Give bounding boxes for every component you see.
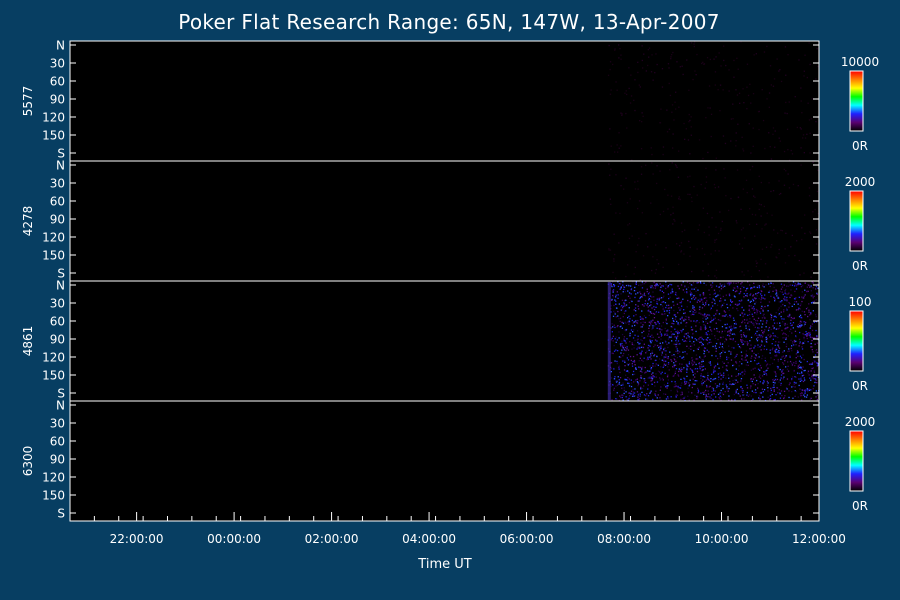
y-tick-label: 60 <box>50 75 65 89</box>
y-tick-label: 150 <box>42 129 65 143</box>
x-tick-label: 10:00:00 <box>695 532 749 546</box>
colorbar <box>849 310 864 372</box>
colorbar-min-label: 0R <box>852 499 868 513</box>
y-tick-label: N <box>56 39 65 53</box>
y-tick-label: 30 <box>50 417 65 431</box>
x-tick-label: 00:00:00 <box>207 532 261 546</box>
panel-6300: N 30 60 90 120 150 S 6300 2000 0R <box>21 399 875 522</box>
y-tick-label: 120 <box>42 471 65 485</box>
x-tick-label: 06:00:00 <box>500 532 554 546</box>
colorbar <box>849 70 864 132</box>
x-axis: 22:00:00 00:00:00 02:00:00 04:00:00 06:00:00… <box>93 512 846 546</box>
colorbar <box>849 190 864 252</box>
x-tick-label: 12:00:00 <box>792 532 846 546</box>
y-tick-label: 90 <box>50 333 65 347</box>
x-tick-label: 08:00:00 <box>597 532 651 546</box>
y-tick-label: 90 <box>50 93 65 107</box>
y-tick-label: 60 <box>50 435 65 449</box>
y-tick-label: 90 <box>50 453 65 467</box>
y-tick-label: 60 <box>50 315 65 329</box>
plot-area <box>70 41 819 161</box>
y-tick-label: S <box>57 387 65 401</box>
panel-label: 5577 <box>21 86 35 117</box>
y-tick-label: N <box>56 279 65 293</box>
y-tick-label: 150 <box>42 489 65 503</box>
x-axis-label: Time UT <box>417 557 471 572</box>
colorbar-max-label: 2000 <box>845 175 876 189</box>
panel-4861: N 30 60 90 120 150 S 4861 100 0R <box>21 279 871 402</box>
y-tick-label: S <box>57 147 65 161</box>
colorbar-min-label: 0R <box>852 379 868 393</box>
y-tick-label: 30 <box>50 177 65 191</box>
panel-4278: N 30 60 90 120 150 S 4278 2000 0R <box>21 159 875 282</box>
panels: N 30 60 90 120 150 S 5577 10000 0R N 30 60 90 120 150 S 4… <box>21 39 879 522</box>
x-tick-label: 22:00:00 <box>110 532 164 546</box>
y-tick-label: S <box>57 267 65 281</box>
y-tick-label: 30 <box>50 297 65 311</box>
panel-label: 6300 <box>21 446 35 477</box>
colorbar-max-label: 100 <box>849 295 872 309</box>
x-tick-label: 02:00:00 <box>305 532 359 546</box>
plot-area <box>70 401 819 521</box>
y-tick-label: 30 <box>50 57 65 71</box>
colorbar-max-label: 2000 <box>845 415 876 429</box>
colorbar-min-label: 0R <box>852 259 868 273</box>
y-tick-label: N <box>56 159 65 173</box>
colorbar-min-label: 0R <box>852 139 868 153</box>
panel-frame <box>69 400 820 522</box>
y-tick-label: 120 <box>42 111 65 125</box>
panel-5577: N 30 60 90 120 150 S 5577 10000 0R <box>21 39 879 162</box>
y-tick-label: S <box>57 507 65 521</box>
x-tick-label: 04:00:00 <box>402 532 456 546</box>
y-tick-label: 150 <box>42 249 65 263</box>
panel-label: 4861 <box>21 326 35 357</box>
data-speckle <box>607 281 820 402</box>
y-tick-label: 120 <box>42 231 65 245</box>
y-tick-label: N <box>56 399 65 413</box>
data-edge <box>607 282 611 400</box>
plot-area <box>70 161 819 281</box>
panel-label: 4278 <box>21 206 35 237</box>
y-tick-label: 60 <box>50 195 65 209</box>
colorbar <box>849 430 864 492</box>
data-speckle <box>607 41 819 161</box>
colorbar-max-label: 10000 <box>841 55 879 69</box>
y-tick-label: 120 <box>42 351 65 365</box>
y-tick-label: 150 <box>42 369 65 383</box>
chart-title: Poker Flat Research Range: 65N, 147W, 13… <box>178 10 720 34</box>
y-tick-label: 90 <box>50 213 65 227</box>
data-speckle <box>608 161 820 282</box>
